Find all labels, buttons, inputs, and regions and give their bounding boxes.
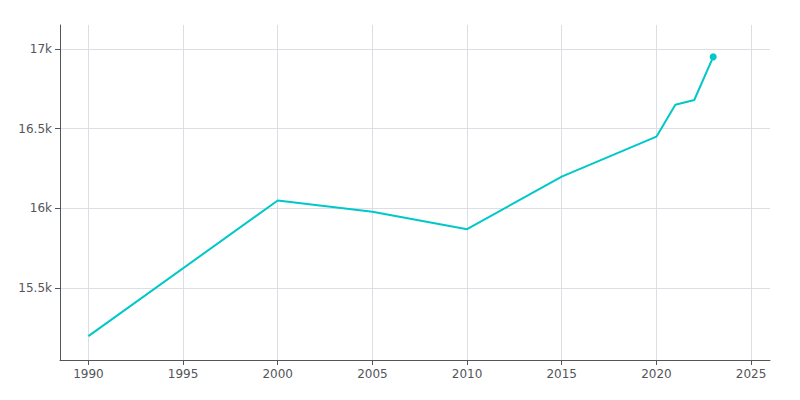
svg-text:2010: 2010 — [452, 367, 483, 381]
svg-text:16.5k: 16.5k — [18, 122, 52, 136]
svg-text:2015: 2015 — [546, 367, 577, 381]
svg-text:15.5k: 15.5k — [18, 281, 52, 295]
svg-text:2005: 2005 — [357, 367, 388, 381]
svg-text:2020: 2020 — [641, 367, 672, 381]
svg-text:16k: 16k — [30, 201, 52, 215]
svg-text:1990: 1990 — [73, 367, 104, 381]
svg-text:2000: 2000 — [262, 367, 293, 381]
svg-text:1995: 1995 — [168, 367, 199, 381]
svg-text:17k: 17k — [30, 42, 52, 56]
svg-text:2025: 2025 — [736, 367, 767, 381]
